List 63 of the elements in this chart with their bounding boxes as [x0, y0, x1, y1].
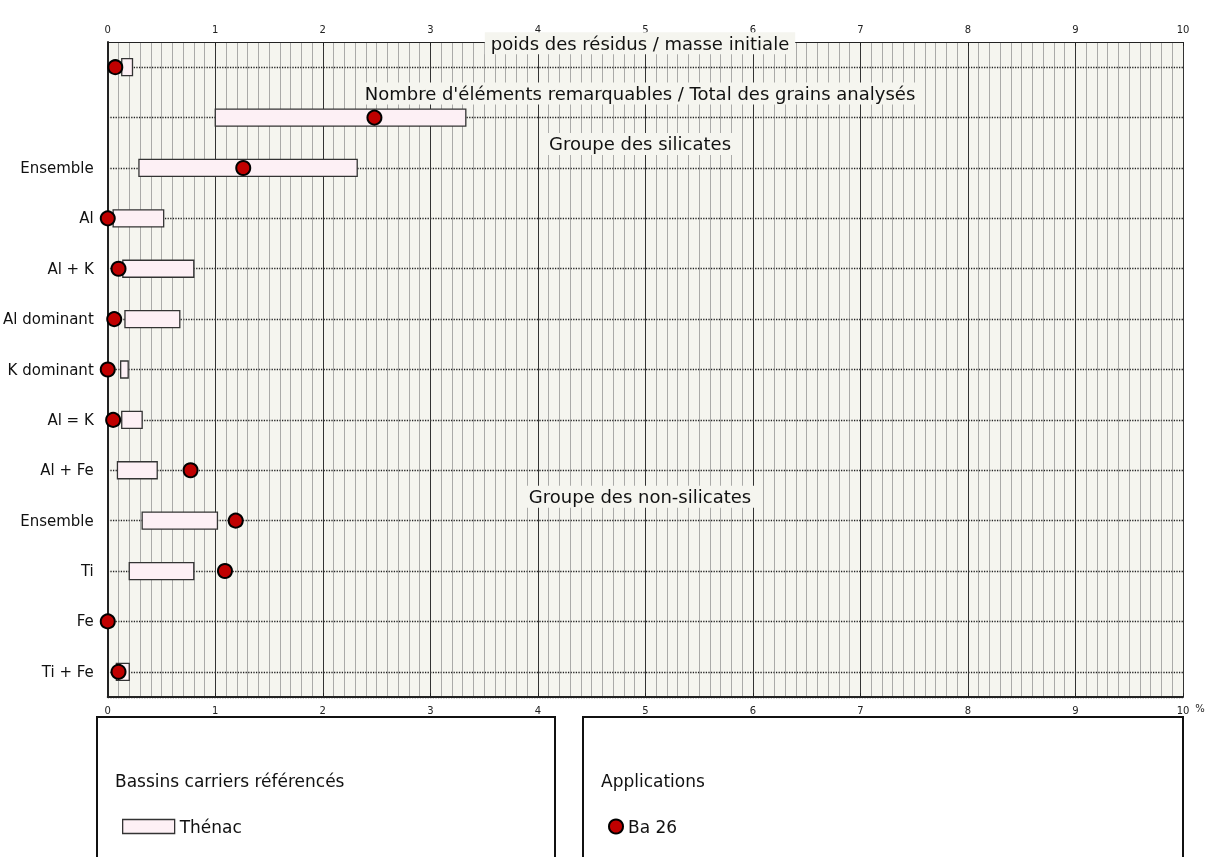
x-tick-label: 8 [964, 704, 972, 716]
point [110, 260, 127, 277]
x2-tick-label: 2 [319, 23, 326, 35]
annotation: Nombre d'éléments remarquables / Total des grains analysés [364, 83, 916, 105]
y-tick-label: Al [79, 209, 94, 228]
x-axis-title: % [1195, 702, 1205, 714]
y-tick-label: Ensemble [20, 158, 94, 177]
point [366, 109, 383, 126]
bar [112, 209, 165, 228]
y-tick-label: Fe [76, 612, 94, 631]
annotation: poids des résidus / masse initiale [490, 32, 790, 54]
x2-tick-label: 1 [212, 23, 219, 35]
x2-tick-label: 9 [1072, 23, 1079, 35]
bar [128, 561, 195, 581]
y-tick-label: Ensemble [20, 511, 94, 530]
point [227, 512, 244, 529]
bar [120, 360, 129, 379]
bar [124, 309, 181, 329]
y-tick-label: Al + K [47, 259, 95, 278]
x-tick-label: 10 [1176, 704, 1190, 716]
legend-label: Thénac [178, 816, 242, 837]
annotation: Groupe des non-silicates [528, 486, 752, 508]
y-tick-label: Al + Fe [40, 461, 94, 480]
bar [121, 410, 143, 430]
x2-tick-label: 8 [964, 23, 972, 35]
point [235, 159, 252, 176]
x-tick-label: 3 [427, 704, 434, 716]
x2-tick-label: 3 [427, 23, 434, 35]
y-tick-label: Al = K [47, 410, 95, 429]
point [107, 59, 124, 76]
x-tick-label: 9 [1072, 704, 1079, 716]
x-tick-label: 1 [212, 704, 219, 716]
y-tick-label: Ti + Fe [40, 662, 94, 681]
point [182, 462, 199, 479]
y-tick-label: Ti [79, 562, 94, 581]
point [99, 613, 116, 630]
bar [116, 461, 158, 480]
text: Bassins carriers référencés [115, 770, 345, 791]
point [216, 563, 233, 580]
point [99, 210, 116, 227]
x2-tick-label: 5 [642, 23, 649, 35]
point [106, 311, 123, 328]
x-tick-label: 6 [749, 704, 757, 716]
x-tick-label: 5 [642, 704, 649, 716]
point [99, 361, 116, 378]
text: Applications [601, 770, 705, 791]
bar [122, 259, 195, 278]
point [110, 663, 127, 680]
x-tick-label: 4 [534, 704, 542, 716]
y-tick-label: K dominant [7, 360, 94, 379]
legend-label: Ba 26 [628, 816, 678, 837]
x-tick-label: 2 [319, 704, 326, 716]
bar [121, 58, 134, 77]
x2-tick-label: 10 [1176, 23, 1190, 35]
annotation: Groupe des silicates [548, 133, 732, 155]
x2-tick-label: 4 [534, 23, 542, 35]
x-tick-label: 7 [857, 704, 864, 716]
x-tick-label: 0 [104, 704, 111, 716]
x2-tick-label: 7 [857, 23, 864, 35]
y-tick-label: Al dominant [3, 310, 94, 329]
x2-tick-label: 6 [749, 23, 757, 35]
x2-tick-label: 0 [104, 23, 111, 35]
point [105, 411, 122, 428]
